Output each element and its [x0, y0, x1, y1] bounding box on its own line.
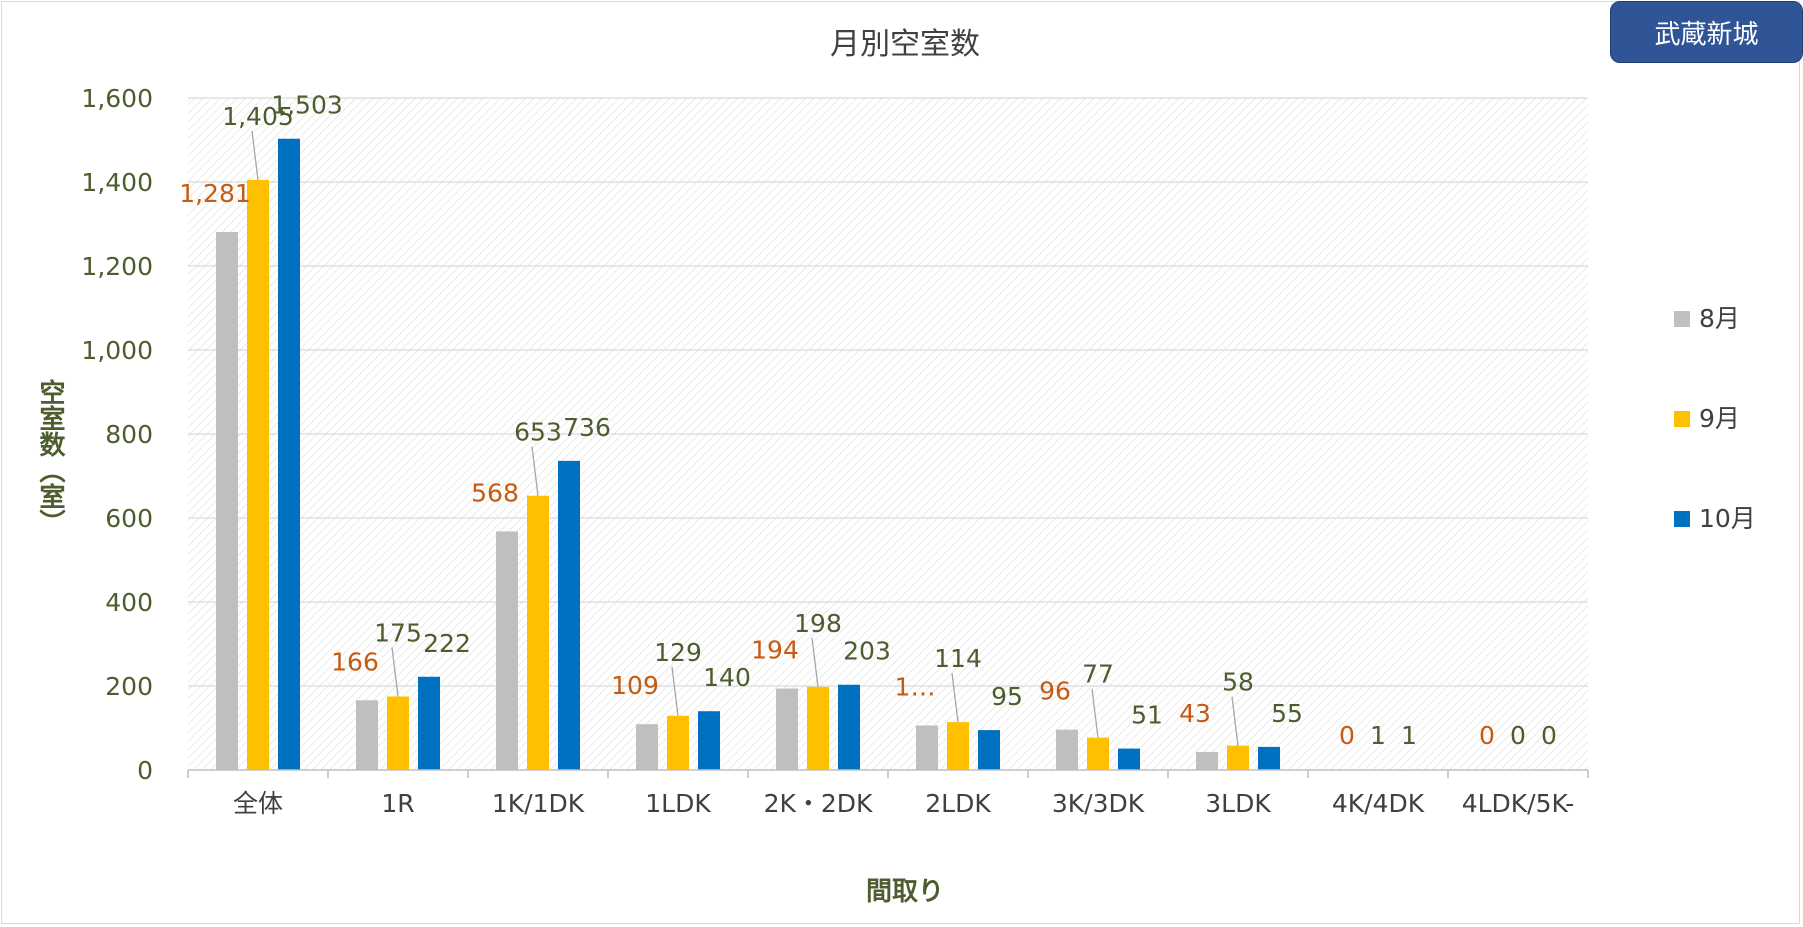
bar	[807, 686, 829, 770]
data-label: 0	[1339, 721, 1355, 750]
data-label: 222	[423, 629, 471, 658]
bar	[838, 684, 860, 770]
legend-label: 8月	[1699, 304, 1740, 333]
data-label: 51	[1131, 701, 1163, 730]
x-tick-label: 2LDK	[925, 789, 991, 818]
bar	[776, 688, 798, 770]
x-tick-label: 全体	[233, 789, 283, 818]
leader-line	[671, 666, 679, 716]
data-label: 43	[1179, 699, 1211, 728]
bar	[978, 730, 1000, 770]
leader-line	[391, 647, 399, 697]
y-tick-label: 1,200	[81, 252, 153, 281]
bar	[278, 138, 300, 771]
x-tick-label: 2K・2DK	[764, 789, 873, 818]
y-axis-title: 空室数（室）	[35, 378, 65, 535]
y-tick-label: 1,000	[81, 336, 153, 365]
y-tick-label: 400	[105, 588, 153, 617]
station-badge-button[interactable]: 武蔵新城	[1610, 1, 1803, 63]
data-label: 1	[1370, 721, 1386, 750]
bar	[698, 711, 720, 770]
x-tick-label: 4LDK/5K-	[1462, 789, 1575, 818]
leader-lines	[251, 130, 1239, 746]
bar	[216, 231, 238, 771]
x-tick-label: 1LDK	[645, 789, 711, 818]
data-label: 58	[1222, 668, 1254, 697]
bar	[1087, 737, 1109, 770]
data-label: 1,281	[179, 179, 251, 208]
bar	[387, 696, 409, 770]
bar	[1227, 745, 1249, 770]
bar	[1118, 748, 1140, 770]
data-label: 0	[1510, 721, 1526, 750]
bar	[947, 722, 969, 770]
x-tick-label: 4K/4DK	[1332, 789, 1425, 818]
leader-line	[1091, 688, 1099, 738]
data-label: 129	[654, 638, 702, 667]
y-tick-label: 200	[105, 672, 153, 701]
bar	[558, 460, 580, 770]
data-label: 1,503	[271, 91, 343, 120]
legend-swatch	[1674, 411, 1690, 427]
x-tick-label: 1R	[381, 789, 414, 818]
data-label: 96	[1039, 677, 1071, 706]
data-label: 198	[794, 609, 842, 638]
x-axis-title: 間取り	[866, 877, 944, 907]
x-tick-label: 1K/1DK	[492, 789, 585, 818]
bar	[527, 495, 549, 770]
leader-line	[811, 637, 819, 687]
legend-swatch	[1674, 511, 1690, 527]
y-tick-label: 600	[105, 504, 153, 533]
legend: 8月 9月 10月	[1674, 304, 1756, 533]
data-label: 114	[934, 644, 982, 673]
data-label: 175	[374, 619, 422, 648]
bar	[356, 700, 378, 770]
bar	[1056, 729, 1078, 770]
data-label: 0	[1479, 721, 1495, 750]
bar	[667, 715, 689, 770]
leader-line	[251, 130, 259, 180]
axes: 0 200 400 600 800 1,000 1,200 1,400 1,600 全体 1R 1K/…	[81, 84, 1589, 818]
data-label: 1	[1401, 721, 1417, 750]
y-tick-label: 0	[137, 756, 153, 785]
data-label: 55	[1271, 699, 1303, 728]
data-label: 109	[611, 671, 659, 700]
chart-title: 月別空室数	[830, 27, 980, 62]
y-tick-label: 1,400	[81, 168, 153, 197]
bar	[496, 531, 518, 770]
bar	[418, 676, 440, 770]
data-label: 166	[331, 647, 379, 676]
data-label: 653	[514, 418, 562, 447]
bar	[1196, 751, 1218, 770]
x-tick-label: 3LDK	[1205, 789, 1271, 818]
bar	[1258, 746, 1280, 770]
data-label: 95	[991, 682, 1023, 711]
y-tick-label: 800	[105, 420, 153, 449]
data-label: 1…	[895, 672, 936, 701]
data-label: 736	[563, 413, 611, 442]
leader-line	[951, 673, 959, 723]
data-label: 140	[703, 663, 751, 692]
bar	[916, 725, 938, 770]
legend-swatch	[1674, 311, 1690, 327]
data-label: 77	[1082, 660, 1114, 689]
bar	[636, 724, 658, 770]
x-tick-label: 3K/3DK	[1052, 789, 1145, 818]
y-tick-label: 1,600	[81, 84, 153, 113]
data-label: 568	[471, 478, 519, 507]
bars	[216, 138, 1420, 771]
leader-line	[531, 446, 539, 496]
bar	[247, 179, 269, 770]
data-label: 194	[751, 636, 799, 665]
data-label: 1,405	[222, 102, 294, 131]
legend-label: 9月	[1699, 404, 1740, 433]
data-label: 0	[1541, 721, 1557, 750]
leader-line	[1231, 696, 1239, 746]
data-label: 203	[843, 637, 891, 666]
legend-label: 10月	[1699, 504, 1756, 533]
